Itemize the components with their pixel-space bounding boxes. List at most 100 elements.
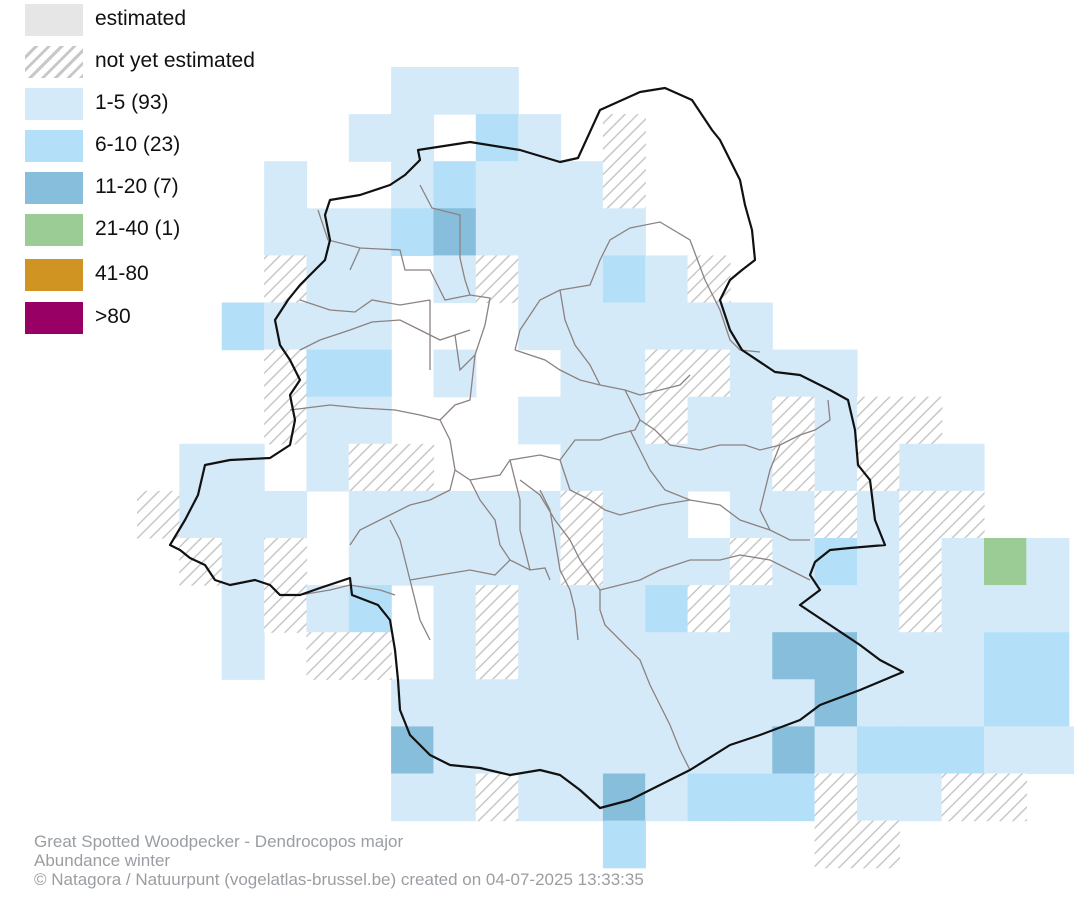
grid-cell-1-5 (348, 490, 392, 539)
municipality-borders (289, 184, 831, 771)
grid-cell-1-5 (391, 114, 435, 162)
grid-cell-not-yet-estimated (475, 773, 519, 822)
grid-cell-1-5 (221, 490, 265, 539)
grid-cell-1-5 (518, 490, 562, 539)
legend-label: 1-5 (93) (95, 91, 169, 114)
grid-cell-not-yet-estimated (857, 396, 900, 445)
grid-cell-6-10 (941, 726, 985, 775)
grid-cell-not-yet-estimated (984, 773, 1027, 822)
grid-cell-not-yet-estimated (264, 396, 308, 445)
grid-cell-1-5 (857, 632, 900, 680)
grid-cell-1-5 (264, 208, 308, 256)
legend-item-21-40: 21-40 (1) (25, 214, 325, 246)
grid-cell-not-yet-estimated (602, 114, 646, 162)
grid-cell-1-5 (941, 585, 985, 633)
grid-cell-1-5 (306, 396, 350, 445)
grid-cell-1-5 (433, 679, 477, 727)
grid-cell-not-yet-estimated (348, 443, 392, 492)
legend-label: 6-10 (23) (95, 133, 181, 156)
grid-cell-1-5 (645, 255, 689, 304)
grid-cell-1-5 (221, 632, 265, 680)
grid-cell-1-5 (221, 443, 265, 492)
legend-item-41-80: 41-80 (25, 259, 325, 291)
grid-cell-1-5 (518, 255, 562, 304)
grid-cell-1-5 (560, 726, 604, 775)
grid-cell-not-yet-estimated (729, 538, 773, 586)
legend-label: estimated (95, 7, 187, 30)
grid-cell-not-yet-estimated (645, 349, 689, 398)
grid-cell-1-5 (221, 585, 265, 633)
grid-cell-1-5 (687, 443, 731, 492)
grid-cell-1-5 (687, 632, 731, 680)
grid-cell-1-5 (899, 773, 943, 822)
grid-cell-1-5 (518, 585, 562, 633)
grid-cell-1-5 (264, 490, 308, 539)
grid-cell-1-5 (899, 443, 943, 492)
grid-cell-1-5 (729, 679, 773, 727)
legend-item-6-10: 6-10 (23) (25, 130, 325, 162)
grid-cell-not-yet-estimated (475, 255, 519, 304)
species-title: Great Spotted Woodpecker - Dendrocopos m… (34, 832, 404, 851)
grid-cell-not-yet-estimated (772, 443, 816, 492)
legend-swatch-hatched (25, 46, 83, 78)
grid-cell-1-5 (941, 443, 985, 492)
grid-cell-6-10 (857, 726, 900, 775)
grid-cell-1-5 (984, 585, 1027, 633)
grid-cell-1-5 (391, 773, 435, 822)
grid-cell-6-10 (348, 585, 392, 633)
grid-cell-1-5 (772, 679, 816, 727)
grid-cell-1-5 (645, 632, 689, 680)
grid-cell-6-10 (1026, 679, 1070, 727)
grid-cell-not-yet-estimated (391, 443, 435, 492)
grid-cell-not-yet-estimated (602, 161, 646, 209)
grid-cell-1-5 (645, 490, 689, 539)
grid-cell-1-5 (348, 302, 392, 351)
grid-cell-11-20 (772, 726, 816, 775)
grid-cell-1-5 (433, 632, 477, 680)
grid-cells (137, 67, 1074, 869)
grid-cell-1-5 (560, 161, 604, 209)
grid-cell-1-5 (729, 726, 773, 775)
legend-label: not yet estimated (95, 49, 255, 72)
grid-cell-1-5 (814, 396, 858, 445)
map-subtitle: Abundance winter (34, 851, 171, 870)
grid-cell-not-yet-estimated (348, 632, 392, 680)
legend-item-11-20: 11-20 (7) (25, 172, 325, 204)
grid-cell-1-5 (602, 302, 646, 351)
region-outline (168, 86, 905, 810)
grid-cell-1-5 (306, 443, 350, 492)
grid-cell-1-5 (729, 585, 773, 633)
grid-cell-1-5 (518, 396, 562, 445)
grid-cell-1-5 (1026, 538, 1070, 586)
grid-cell-1-5 (645, 726, 689, 775)
grid-cell-1-5 (772, 585, 816, 633)
grid-cell-1-5 (602, 632, 646, 680)
legend-label: 41-80 (95, 262, 149, 285)
grid-cell-1-5 (729, 396, 773, 445)
legend-swatch (25, 4, 83, 36)
map-credits: Great Spotted Woodpecker - Dendrocopos m… (34, 832, 644, 889)
grid-cell-1-5 (221, 538, 265, 586)
grid-cell-1-5 (687, 396, 731, 445)
grid-cell-1-5 (391, 161, 435, 209)
grid-cell-1-5 (560, 632, 604, 680)
grid-cell-1-5 (433, 255, 477, 304)
grid-cell-1-5 (814, 443, 858, 492)
grid-cell-1-5 (433, 349, 477, 398)
grid-cell-1-5 (560, 679, 604, 727)
grid-cell-1-5 (264, 302, 308, 351)
legend-label: 11-20 (7) (95, 175, 179, 198)
legend-swatch (25, 130, 83, 162)
grid-cell-1-5 (348, 114, 392, 162)
grid-cell-not-yet-estimated (899, 396, 943, 445)
grid-cell-1-5 (348, 538, 392, 586)
grid-cell-1-5 (518, 114, 562, 162)
grid-cell-1-5 (518, 679, 562, 727)
grid-cell-1-5 (857, 773, 900, 822)
grid-cell-not-yet-estimated (899, 538, 943, 586)
grid-cell-1-5 (518, 208, 562, 256)
grid-cell-1-5 (433, 773, 477, 822)
grid-cell-1-5 (602, 208, 646, 256)
grid-cell-1-5 (645, 538, 689, 586)
grid-cell-1-5 (518, 632, 562, 680)
